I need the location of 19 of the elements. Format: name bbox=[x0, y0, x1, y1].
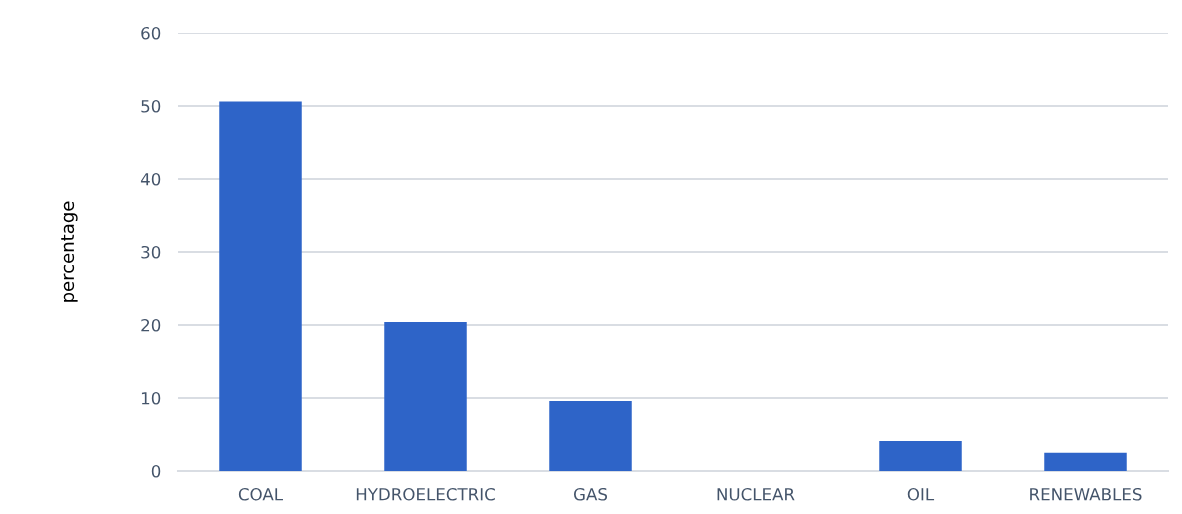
y-tick-label: 40 bbox=[140, 172, 161, 186]
x-tick-label: GAS bbox=[573, 487, 608, 501]
x-tick-label: HYDROELECTRIC bbox=[356, 487, 495, 501]
y-tick-label: 30 bbox=[141, 245, 161, 259]
y-axis-title: percentage bbox=[61, 201, 78, 302]
y-tick-label: 50 bbox=[141, 99, 161, 113]
bar bbox=[549, 400, 632, 471]
y-tick-label: 10 bbox=[141, 391, 161, 405]
bar bbox=[879, 441, 962, 471]
bar bbox=[384, 322, 467, 471]
x-tick-label: NUCLEAR bbox=[717, 487, 795, 501]
bar bbox=[219, 101, 302, 471]
x-tick-label: COAL bbox=[238, 487, 283, 501]
x-tick-label: RENEWABLES bbox=[1030, 487, 1142, 501]
y-tick-label: 20 bbox=[141, 318, 161, 332]
bar bbox=[1044, 452, 1127, 471]
x-tick-label: OIL bbox=[907, 487, 935, 501]
y-tick-label: 0 bbox=[151, 464, 161, 478]
y-tick-label: 60 bbox=[141, 26, 161, 40]
